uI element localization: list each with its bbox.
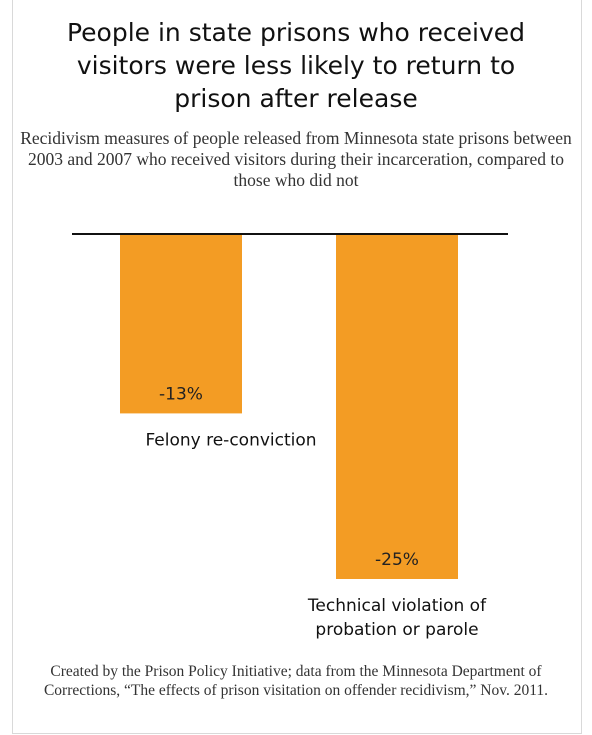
chart-frame bbox=[12, 0, 582, 734]
bar-value-label-2: -25% bbox=[375, 550, 419, 570]
chart-title: People in state prisons who received vis… bbox=[66, 18, 525, 113]
category-label-1: Felony re-conviction bbox=[145, 430, 316, 450]
bar-chart: -13% -25% Felony re-conviction Technical vi… bbox=[72, 233, 508, 640]
chart-subtitle: Recidivism measures of people released f… bbox=[20, 128, 572, 190]
source-credit: Created by the Prison Policy Initiative;… bbox=[43, 663, 549, 699]
bar-1 bbox=[120, 234, 242, 414]
category-label-2: Technical violation of probation or parol… bbox=[307, 596, 487, 640]
bar-value-label-1: -13% bbox=[159, 384, 203, 404]
bar-2 bbox=[336, 234, 458, 579]
